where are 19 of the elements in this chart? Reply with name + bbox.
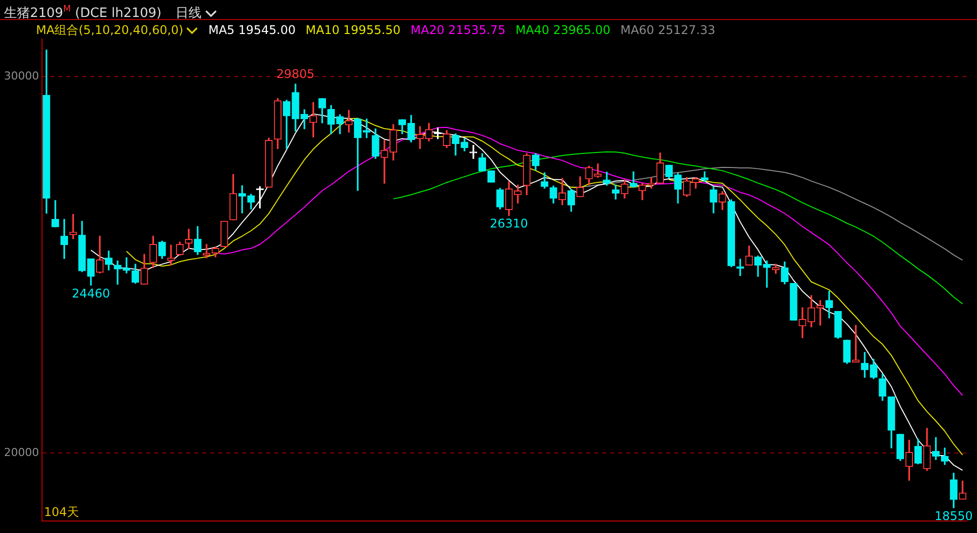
candlestick <box>798 307 806 338</box>
y-tick-label: 30000 <box>4 70 39 83</box>
text: MA20 21535.75 <box>410 23 506 37</box>
y-tick-label: 20000 <box>4 446 39 460</box>
candlestick <box>122 257 130 274</box>
annotation: 26310 <box>490 216 528 231</box>
chart-title: 生猪2109$^{M}$ (DCE lh2109) <box>4 5 162 22</box>
text: MA40 23965.00 <box>515 23 610 37</box>
annotation: 29805 <box>276 67 315 82</box>
annotation: 18550 <box>934 508 973 523</box>
legend-title: MA组合(5,10,20,40,60,0) <box>36 23 184 37</box>
candlestick <box>416 126 424 149</box>
text: MA5 19545.00 <box>208 23 296 37</box>
text: MA60 25127.33 <box>620 23 716 37</box>
annotation: 104天 <box>44 505 79 520</box>
annotation: 24460 <box>72 286 110 300</box>
candlestick <box>167 244 175 266</box>
chart-subtitle: 日线 <box>176 6 202 22</box>
text: MA10 19955.50 <box>306 23 401 37</box>
